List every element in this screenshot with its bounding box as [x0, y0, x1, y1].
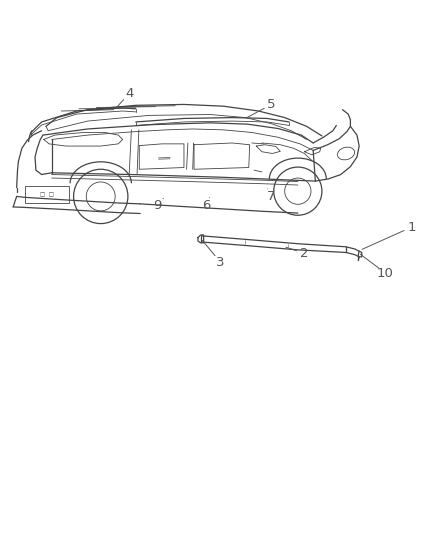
- Text: 10: 10: [377, 266, 394, 280]
- Text: □  □: □ □: [40, 192, 54, 197]
- FancyBboxPatch shape: [25, 186, 69, 203]
- Text: 3: 3: [216, 256, 225, 269]
- Text: 9: 9: [153, 199, 162, 212]
- Text: 4: 4: [125, 87, 134, 100]
- Text: 5: 5: [267, 98, 276, 111]
- Text: 7: 7: [267, 190, 276, 203]
- Text: 6: 6: [201, 199, 210, 212]
- Text: 1: 1: [407, 221, 416, 233]
- Ellipse shape: [337, 147, 355, 160]
- Text: 2: 2: [300, 247, 309, 260]
